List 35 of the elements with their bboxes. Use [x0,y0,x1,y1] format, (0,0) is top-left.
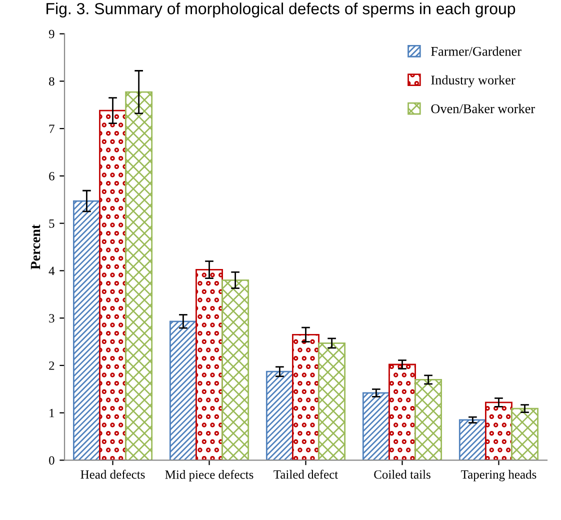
y-tick-label: 5 [49,219,54,228]
x-tick-label: Tailed defect [274,470,338,479]
y-tick-label: 0 [49,456,54,465]
legend-label: Farmer/Gardener [431,46,522,56]
bar [196,269,223,460]
y-tick-label: 3 [49,314,54,323]
bar [318,342,346,460]
x-tick-label: Head defects [80,470,145,479]
x-tick-label: Coiled tails [374,470,430,479]
x-tick-label: Tapering heads [461,470,536,482]
bar [388,364,416,460]
bar [99,110,126,460]
bar [72,200,100,460]
bar [222,279,250,460]
bar [485,402,512,460]
y-tick-label: 7 [49,124,54,133]
y-tick-label: 6 [49,172,54,180]
bar [362,392,390,460]
y-axis-title: Percent [30,224,40,270]
y-tick-label: 9 [48,30,54,38]
legend-label: Industry worker [431,75,516,88]
bar [169,320,197,460]
x-tick-label: Mid piece defects [165,470,254,482]
bar [292,334,320,460]
y-tick-label: 8 [49,77,54,86]
bar [125,91,153,460]
bar [511,408,539,460]
y-tick-label: 2 [49,362,54,370]
y-tick-label: 4 [48,266,55,276]
bar [414,378,442,460]
bar [266,370,294,460]
chart-title: Fig. 3. Summary of morphological defects of sperms in each group [46,2,516,18]
legend-label: Oven/Baker worker [431,104,535,114]
bar [458,419,486,460]
y-tick-label: 1 [50,408,54,418]
